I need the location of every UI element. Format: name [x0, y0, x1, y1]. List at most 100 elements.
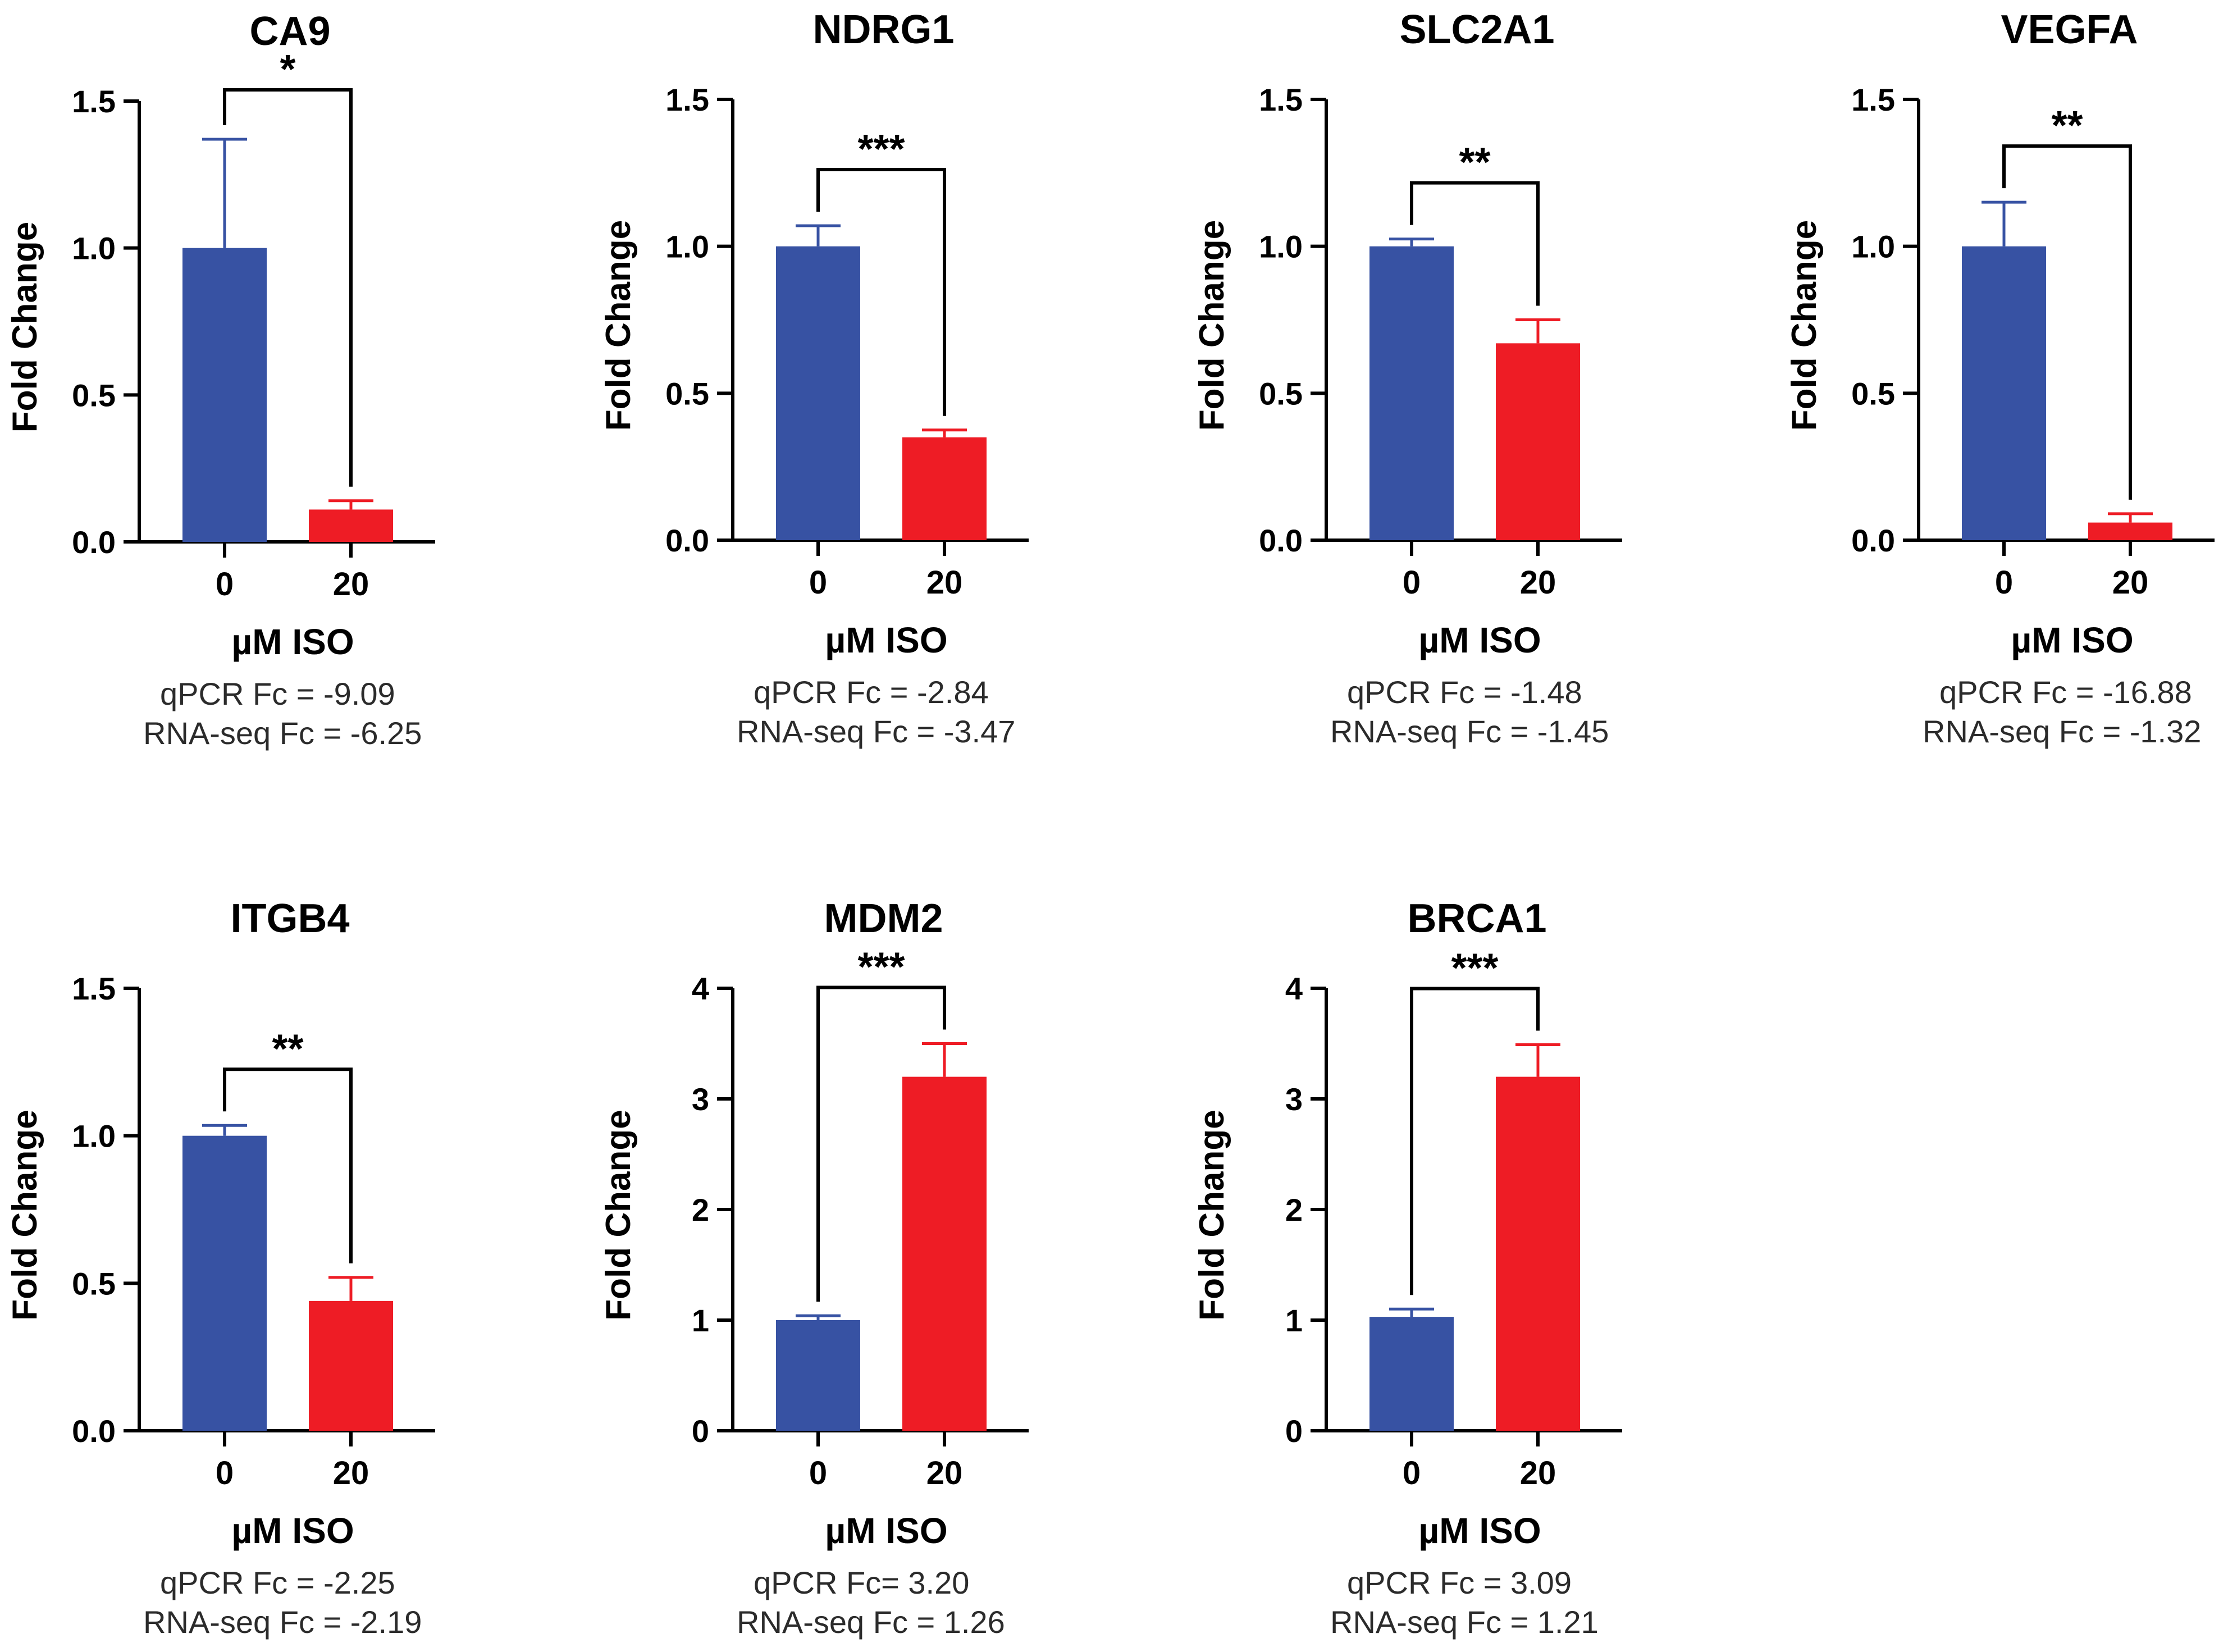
chart-title: MDM2: [824, 896, 943, 941]
y-tick-label: 0.5: [1259, 376, 1303, 411]
chart-panel-mdm2: MDM2 Fold Change 0 1 2 3 4 0 20 *** µM ISO qPCR Fc=…: [599, 896, 1029, 1640]
x-axis-label: µM ISO: [825, 1510, 947, 1551]
qpcr-fold-change-note: qPCR Fc = -1.48: [1347, 674, 1582, 710]
chart-panel-brca1: BRCA1 Fold Change 0 1 2 3 4 0 20 *** µM ISO qPCR Fc…: [1193, 896, 1622, 1640]
y-tick-label: 1.5: [1259, 82, 1303, 117]
significance-bracket: [816, 168, 946, 416]
y-tick-label: 1.5: [665, 82, 709, 117]
y-tick-label: 0: [1285, 1413, 1303, 1449]
y-axis-label: Fold Change: [1193, 220, 1231, 431]
y-tick-label: 2: [1285, 1192, 1303, 1227]
x-tick-label: 20: [926, 1455, 963, 1491]
significance-stars: ***: [857, 127, 905, 172]
chart-title: VEGFA: [2001, 7, 2138, 52]
bar-20: [902, 437, 987, 540]
significance-bracket: [2002, 144, 2132, 500]
y-tick-label: 4: [1285, 971, 1303, 1006]
significance-stars: **: [2051, 103, 2083, 148]
bar-0: [182, 1135, 267, 1431]
chart-panel-vegfa: VEGFA Fold Change 0.0 0.5 1.0 1.5 0 20 ** µM ISO q…: [1785, 7, 2215, 749]
chart-title: ITGB4: [230, 896, 349, 941]
x-tick-label: 0: [1403, 1455, 1421, 1491]
rnaseq-fold-change-note: RNA-seq Fc = -2.19: [143, 1604, 422, 1640]
y-tick-label: 1.5: [1851, 82, 1895, 117]
chart-panel-ca9: CA9 Fold Change 0.0 0.5 1.0 1.5 0 20 * µM ISO qPCR…: [6, 9, 435, 751]
y-axis-label: Fold Change: [6, 222, 44, 432]
x-axis-label: µM ISO: [1418, 620, 1541, 660]
y-axis-label: Fold Change: [6, 1110, 44, 1320]
significance-stars: ***: [857, 945, 905, 990]
bar-20: [309, 509, 393, 542]
y-tick-label: 1: [692, 1303, 709, 1338]
rnaseq-fold-change-note: RNA-seq Fc = 1.26: [737, 1604, 1005, 1640]
significance-bracket: [223, 88, 353, 487]
chart-title: BRCA1: [1407, 896, 1546, 941]
y-tick-label: 0.0: [665, 523, 709, 558]
chart-panel-ndrg1: NDRG1 Fold Change 0.0 0.5 1.0 1.5 0 20 *** µM ISO…: [599, 7, 1029, 749]
bar-0: [1369, 1317, 1454, 1431]
y-tick-label: 3: [1285, 1081, 1303, 1117]
y-tick-label: 1: [1285, 1303, 1303, 1338]
qpcr-fold-change-note: qPCR Fc = -2.25: [160, 1565, 395, 1600]
significance-bracket: [223, 1067, 353, 1263]
y-tick-label: 1.0: [1851, 229, 1895, 264]
y-tick-label: 0.0: [1851, 523, 1895, 558]
bar-20: [1496, 343, 1580, 540]
y-axis-label: Fold Change: [1785, 220, 1824, 431]
y-tick-label: 1.0: [72, 231, 116, 266]
x-tick-label: 0: [216, 566, 234, 603]
significance-bracket: [1410, 987, 1540, 1295]
x-tick-label: 0: [1403, 564, 1421, 601]
rnaseq-fold-change-note: RNA-seq Fc = -6.25: [143, 715, 422, 751]
bar-0: [776, 246, 860, 541]
bar-0: [182, 248, 267, 542]
x-tick-label: 0: [809, 564, 827, 601]
x-tick-label: 20: [1520, 1455, 1556, 1491]
x-tick-label: 20: [333, 1455, 369, 1491]
chart-panel-slc2a1: SLC2A1 Fold Change 0.0 0.5 1.0 1.5 0 20 ** µM ISO…: [1193, 7, 1622, 749]
x-tick-label: 20: [2112, 564, 2149, 601]
x-axis-label: µM ISO: [825, 620, 947, 660]
y-axis-label: Fold Change: [599, 220, 638, 431]
chart-title: CA9: [249, 9, 330, 54]
bar-0: [776, 1320, 860, 1431]
x-axis-label: µM ISO: [2011, 620, 2133, 660]
bar-20: [309, 1300, 393, 1431]
x-tick-label: 0: [1995, 564, 2013, 601]
qpcr-fold-change-note: qPCR Fc = 3.09: [1347, 1565, 1572, 1600]
rnaseq-fold-change-note: RNA-seq Fc = -3.47: [737, 714, 1015, 749]
significance-stars: **: [1459, 140, 1490, 185]
x-tick-label: 20: [333, 566, 369, 603]
y-tick-label: 3: [692, 1081, 709, 1117]
y-tick-label: 0.0: [1259, 523, 1303, 558]
rnaseq-fold-change-note: RNA-seq Fc = 1.21: [1330, 1604, 1599, 1640]
bar-0: [1962, 246, 2046, 541]
significance-stars: *: [280, 47, 295, 92]
significance-bracket: [816, 985, 946, 1302]
bar-20: [2088, 522, 2172, 540]
bar-20: [1496, 1076, 1580, 1431]
y-tick-label: 1.0: [72, 1119, 116, 1154]
x-tick-label: 0: [809, 1455, 827, 1491]
significance-stars: ***: [1451, 946, 1498, 991]
x-tick-label: 20: [1520, 564, 1556, 601]
bar-0: [1369, 246, 1454, 541]
rnaseq-fold-change-note: RNA-seq Fc = -1.45: [1330, 714, 1609, 749]
qpcr-fold-change-note: qPCR Fc = -16.88: [1939, 674, 2192, 710]
y-axis-label: Fold Change: [599, 1110, 638, 1320]
significance-bracket: [1410, 181, 1540, 306]
y-tick-label: 0.5: [1851, 376, 1895, 411]
y-tick-label: 1.0: [1259, 229, 1303, 264]
chart-title: SLC2A1: [1399, 7, 1554, 52]
y-tick-label: 0.0: [72, 1413, 116, 1449]
significance-stars: **: [272, 1026, 303, 1071]
y-tick-label: 0.5: [665, 376, 709, 411]
chart-panel-itgb4: ITGB4 Fold Change 0.0 0.5 1.0 1.5 0 20 ** µM ISO q…: [6, 896, 435, 1640]
y-tick-label: 1.5: [72, 971, 116, 1006]
y-tick-label: 1.5: [72, 84, 116, 119]
y-tick-label: 0: [692, 1413, 709, 1449]
x-axis-label: µM ISO: [231, 1510, 354, 1551]
qpcr-fold-change-note: qPCR Fc = -2.84: [754, 674, 989, 710]
rnaseq-fold-change-note: RNA-seq Fc = -1.32: [1923, 714, 2201, 749]
